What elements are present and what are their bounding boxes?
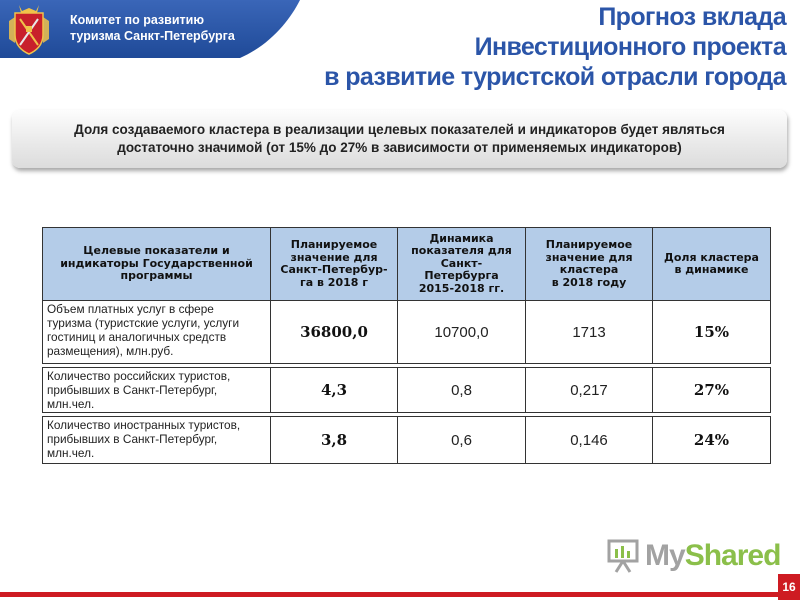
logo-text-shared: Shared (684, 539, 782, 572)
row-label-line: Количество иностранных туристов, (47, 418, 241, 432)
header-text: Санкт- (440, 256, 483, 270)
page-title: Прогноз вклада Инвестиционного проекта в… (324, 2, 787, 92)
header-text: индикаторы Государственной (60, 256, 253, 270)
header-text: показателя для (411, 244, 512, 258)
header-text: значение для (545, 250, 633, 264)
indicators-table: Целевые показатели и индикаторы Государс… (42, 227, 771, 464)
row-label: Количество иностранных туристов, прибывш… (42, 416, 271, 464)
title-line-1: Прогноз вклада (598, 3, 786, 31)
row-label-line: млн.чел. (47, 397, 95, 411)
header-indicators: Целевые показатели и индикаторы Государс… (42, 227, 271, 301)
header-text: 2015-2018 гг. (418, 281, 505, 295)
header-dynamics: Динамика показателя для Санкт- Петербург… (397, 227, 526, 301)
row-label-line: прибывших в Санкт-Петербург, (47, 432, 218, 446)
table-row: Количество российских туристов, прибывши… (42, 367, 771, 413)
logo-text: MyShared (645, 539, 782, 573)
org-line-2: туризма Санкт-Петербурга (70, 29, 235, 43)
cell-share: 24% (652, 416, 771, 464)
row-label-line: гостиниц и аналогичных средств (47, 330, 227, 344)
coat-of-arms-icon (6, 3, 52, 55)
header-band (0, 0, 300, 58)
presentation-board-icon (607, 539, 639, 573)
cell-dynamics: 10700,0 (397, 300, 526, 364)
row-label-line: Количество российских туристов, (47, 369, 231, 383)
table-row: Объем платных услуг в сфере туризма (тур… (42, 300, 771, 364)
header-text: Доля кластера (664, 250, 759, 264)
header-plan-cluster: Планируемое значение для кластера в 2018… (525, 227, 653, 301)
header-text: в 2018 году (551, 275, 627, 289)
header-text: Санкт-Петербур- (280, 263, 388, 276)
logo-text-my: My (645, 539, 686, 572)
cell-plan-cluster: 1713 (525, 300, 653, 364)
header-text: кластера (559, 263, 619, 276)
row-label-line: прибывших в Санкт-Петербург, (47, 383, 218, 397)
header-text: Планируемое (290, 238, 378, 251)
page-number: 16 (778, 574, 800, 600)
cell-dynamics: 0,6 (397, 416, 526, 464)
cell-share: 27% (652, 367, 771, 413)
header-text: га в 2018 г (300, 275, 368, 289)
banner-line-2: достаточно значимой (от 15% до 27% в зав… (117, 140, 682, 155)
myshared-logo: MyShared (606, 536, 781, 576)
cell-plan-city: 4,3 (270, 367, 398, 413)
bottom-accent-line (0, 592, 778, 597)
row-label: Количество российских туристов, прибывши… (42, 367, 271, 413)
org-line-1: Комитет по развитию (70, 13, 204, 27)
header-text: Планируемое (545, 238, 633, 251)
title-line-3: в развитие туристской отрасли города (324, 63, 787, 91)
header-plan-city: Планируемое значение для Санкт-Петербур-… (270, 227, 398, 301)
header-text: Петербурга (424, 269, 499, 283)
header-text: Целевые показатели и (83, 244, 230, 258)
cell-dynamics: 0,8 (397, 367, 526, 413)
cell-plan-cluster: 0,146 (525, 416, 653, 464)
row-label: Объем платных услуг в сфере туризма (тур… (42, 300, 271, 364)
header-text: значение для (290, 250, 378, 264)
cell-plan-city: 36800,0 (270, 300, 398, 364)
header-band-shape (0, 0, 300, 58)
cell-share: 15% (652, 300, 771, 364)
row-label-line: размещения), млн.руб. (47, 344, 174, 358)
organization-name: Комитет по развитию туризма Санкт-Петерб… (70, 12, 235, 44)
table-header-row: Целевые показатели и индикаторы Государс… (42, 227, 771, 301)
header-cluster-share: Доля кластера в динамике (652, 227, 771, 301)
header-text: в динамике (674, 263, 749, 276)
row-label-line: туризма (туристские услуги, услуги (47, 316, 240, 330)
header-text: Динамика (429, 231, 494, 245)
header-text: программы (120, 269, 193, 283)
cell-plan-city: 3,8 (270, 416, 398, 464)
row-label-line: млн.чел. (47, 446, 95, 460)
banner-line-1: Доля создаваемого кластера в реализации … (74, 122, 725, 137)
cell-plan-cluster: 0,217 (525, 367, 653, 413)
title-line-2: Инвестиционного проекта (474, 33, 787, 61)
table-row: Количество иностранных туристов, прибывш… (42, 416, 771, 464)
row-label-line: Объем платных услуг в сфере (47, 302, 214, 316)
summary-banner: Доля создаваемого кластера в реализации … (12, 110, 787, 168)
